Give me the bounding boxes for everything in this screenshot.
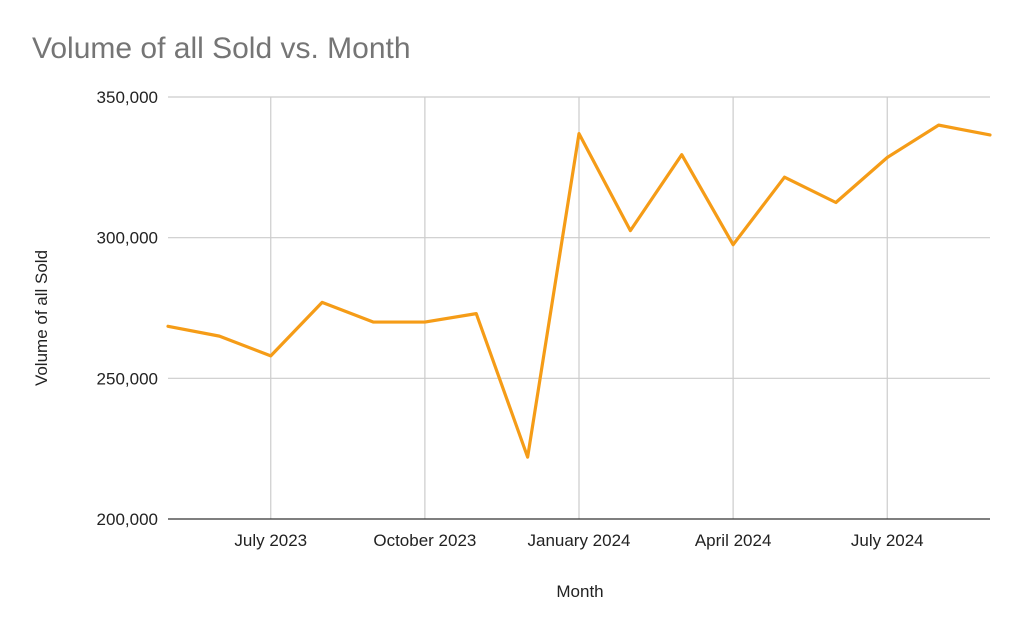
y-tick-label: 200,000 bbox=[97, 510, 158, 529]
x-tick-label: January 2024 bbox=[527, 531, 630, 550]
y-tick-label: 300,000 bbox=[97, 229, 158, 248]
x-tick-label: April 2024 bbox=[695, 531, 772, 550]
x-axis-label: Month bbox=[556, 582, 603, 601]
y-tick-label: 250,000 bbox=[97, 369, 158, 388]
y-tick-label: 350,000 bbox=[97, 88, 158, 107]
y-axis-label: Volume of all Sold bbox=[32, 250, 51, 386]
x-tick-label: July 2023 bbox=[234, 531, 307, 550]
series-layer bbox=[166, 123, 992, 459]
x-tick-label: October 2023 bbox=[373, 531, 476, 550]
x-tick-label: July 2024 bbox=[851, 531, 924, 550]
x-tick-labels: July 2023 October 2023 January 2024 April 2… bbox=[234, 531, 923, 550]
grid bbox=[168, 96, 990, 519]
chart-title: Volume of all Sold vs. Month bbox=[32, 32, 411, 65]
y-tick-labels: 200,000 250,000 300,000 350,000 bbox=[97, 88, 158, 529]
